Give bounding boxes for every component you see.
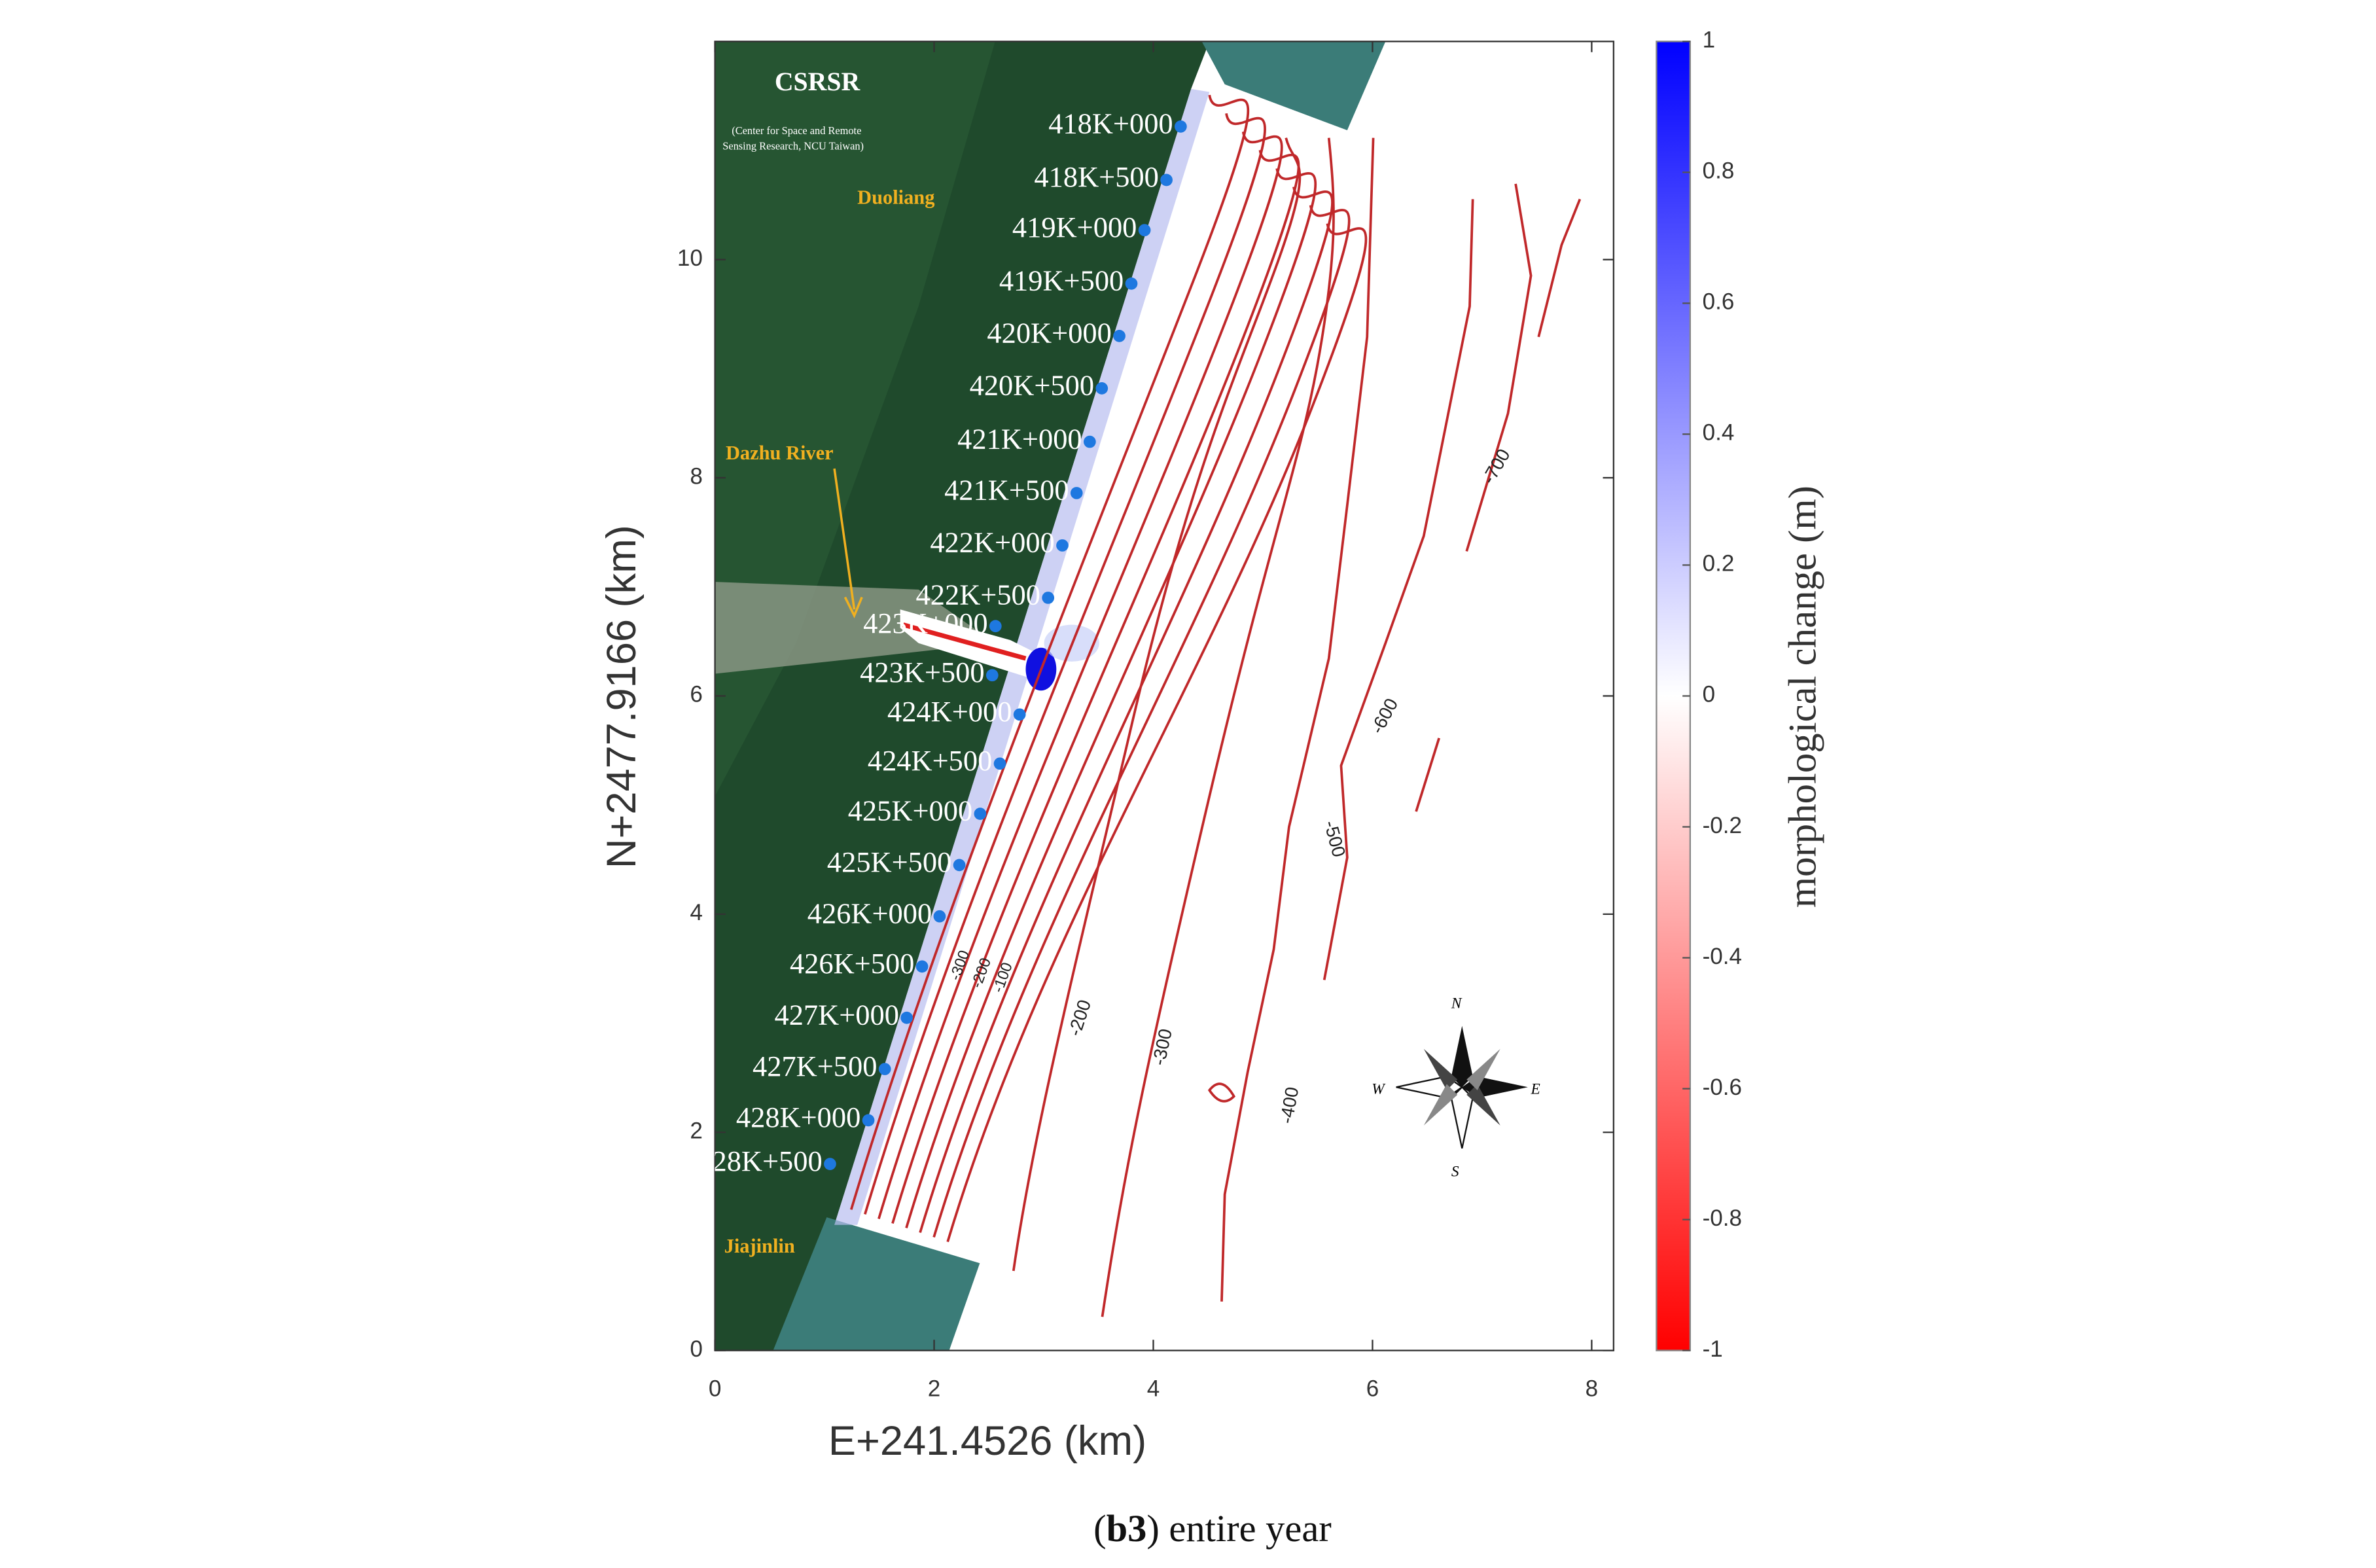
colorbar-tick-label: 1 (1703, 27, 1716, 53)
x-tick-label: 4 (1147, 1376, 1160, 1402)
y-tick-label: 2 (690, 1118, 703, 1144)
station-marker (1113, 330, 1126, 342)
station-marker (985, 669, 999, 682)
station-marker (1125, 277, 1138, 290)
colorbar-tick-label: 0.8 (1703, 158, 1735, 184)
station-label: 426K+000 (807, 897, 932, 929)
y-tick-label: 4 (690, 900, 703, 925)
place-label: Duoliang (857, 186, 934, 208)
station-marker (989, 620, 1002, 633)
contour (905, 168, 1317, 1229)
contours (850, 94, 1582, 1317)
station-marker (1175, 120, 1187, 133)
colorbar-label: morphological change (m) (1781, 486, 1825, 908)
colorbar-tick-label: -0.2 (1703, 813, 1742, 838)
station-label: 419K+000 (1012, 211, 1137, 243)
station-label: 420K+500 (970, 369, 1094, 402)
compass-label: N (1451, 995, 1463, 1012)
compass-label: W (1372, 1080, 1386, 1097)
station-label: 424K+500 (868, 744, 992, 777)
contour (919, 187, 1334, 1234)
station-marker (933, 910, 946, 923)
compass: N E S W (1372, 995, 1540, 1180)
station-marker (1070, 487, 1083, 499)
colorbar-tick-label: 0.2 (1703, 551, 1735, 577)
station-marker (953, 859, 966, 872)
source-subtitle: Sensing Research, NCU Taiwan) (722, 139, 864, 152)
y-tick-label: 0 (690, 1336, 703, 1362)
x-tick-label: 2 (928, 1376, 941, 1402)
stations: 418K+000 418K+500 419K+000 419K+500 420K+000… (698, 107, 1187, 1177)
place-label: Jiajinlin (724, 1235, 795, 1257)
arrow (833, 468, 863, 618)
station-marker (1083, 435, 1096, 448)
station-label: 421K+500 (944, 474, 1069, 507)
contour (864, 113, 1266, 1215)
x-tick-label: 8 (1586, 1376, 1599, 1402)
station-label: 420K+000 (987, 317, 1111, 349)
contour (946, 223, 1368, 1243)
station-label: 419K+500 (999, 264, 1124, 297)
place-label: Dazhu River (726, 442, 834, 464)
station-marker (1095, 382, 1108, 395)
caption: (b3) entire year (1093, 1507, 1332, 1550)
station-marker (1056, 539, 1069, 552)
station-label: 428K+500 (698, 1145, 822, 1177)
colorbar-tick-label: 0.6 (1703, 289, 1735, 315)
station-marker (862, 1114, 875, 1127)
y-tick-label: 10 (677, 245, 703, 271)
station-label: 427K+500 (753, 1050, 877, 1082)
y-axis-label: N+2477.9166 (km) (599, 525, 645, 868)
station-label: 423K+500 (860, 656, 984, 688)
station-marker (824, 1158, 836, 1170)
x-tick-label: 0 (709, 1376, 722, 1402)
contour (932, 205, 1351, 1238)
colorbar-tick-label: -1 (1703, 1336, 1723, 1362)
colorbar-tick-label: -0.6 (1703, 1075, 1742, 1100)
source-subtitle: (Center for Space and Remote (732, 124, 861, 137)
station-label: 427K+000 (774, 998, 898, 1031)
station-label: 424K+000 (887, 695, 1012, 728)
station-label: 422K+500 (916, 579, 1040, 611)
station-marker (878, 1063, 891, 1075)
station-marker (1160, 173, 1173, 187)
colorbar-tick-label: -0.4 (1703, 944, 1742, 969)
x-axis-label: E+241.4526 (km) (828, 1418, 1146, 1464)
contour (878, 132, 1283, 1219)
contour (891, 150, 1300, 1224)
station-label: 418K+500 (1034, 160, 1158, 193)
colorbar-tick-label: -0.8 (1703, 1205, 1742, 1231)
colorbar-tick-label: 0.4 (1703, 420, 1735, 446)
station-label: 428K+000 (736, 1101, 860, 1133)
caption-part: b3 (1107, 1507, 1147, 1550)
station-marker (1138, 224, 1151, 237)
compass-label: S (1451, 1164, 1459, 1181)
caption-part: ) entire year (1146, 1507, 1331, 1550)
compass-label: E (1531, 1080, 1540, 1097)
station-marker (1013, 708, 1026, 721)
station-marker (993, 757, 1006, 770)
y-tick-label: 6 (690, 682, 703, 707)
contour (850, 94, 1250, 1210)
station-marker (900, 1011, 913, 1024)
station-label: 422K+000 (930, 526, 1054, 559)
source-title: CSRSR (775, 67, 861, 96)
station-label: 425K+000 (848, 794, 972, 827)
y-tick-label: 8 (690, 463, 703, 489)
station-label: 425K+500 (827, 846, 951, 878)
station-label: 418K+000 (1048, 107, 1173, 140)
station-label: 421K+000 (957, 422, 1082, 455)
station-label: 426K+500 (790, 947, 914, 980)
station-marker (974, 808, 987, 820)
x-tick-label: 6 (1366, 1376, 1379, 1402)
station-marker (1042, 592, 1055, 604)
colorbar-tick-label: 0 (1703, 682, 1716, 707)
station-marker (915, 960, 929, 973)
station-label: 423K+000 (863, 607, 987, 639)
map-background (715, 41, 1614, 1351)
caption-part: ( (1093, 1507, 1106, 1550)
